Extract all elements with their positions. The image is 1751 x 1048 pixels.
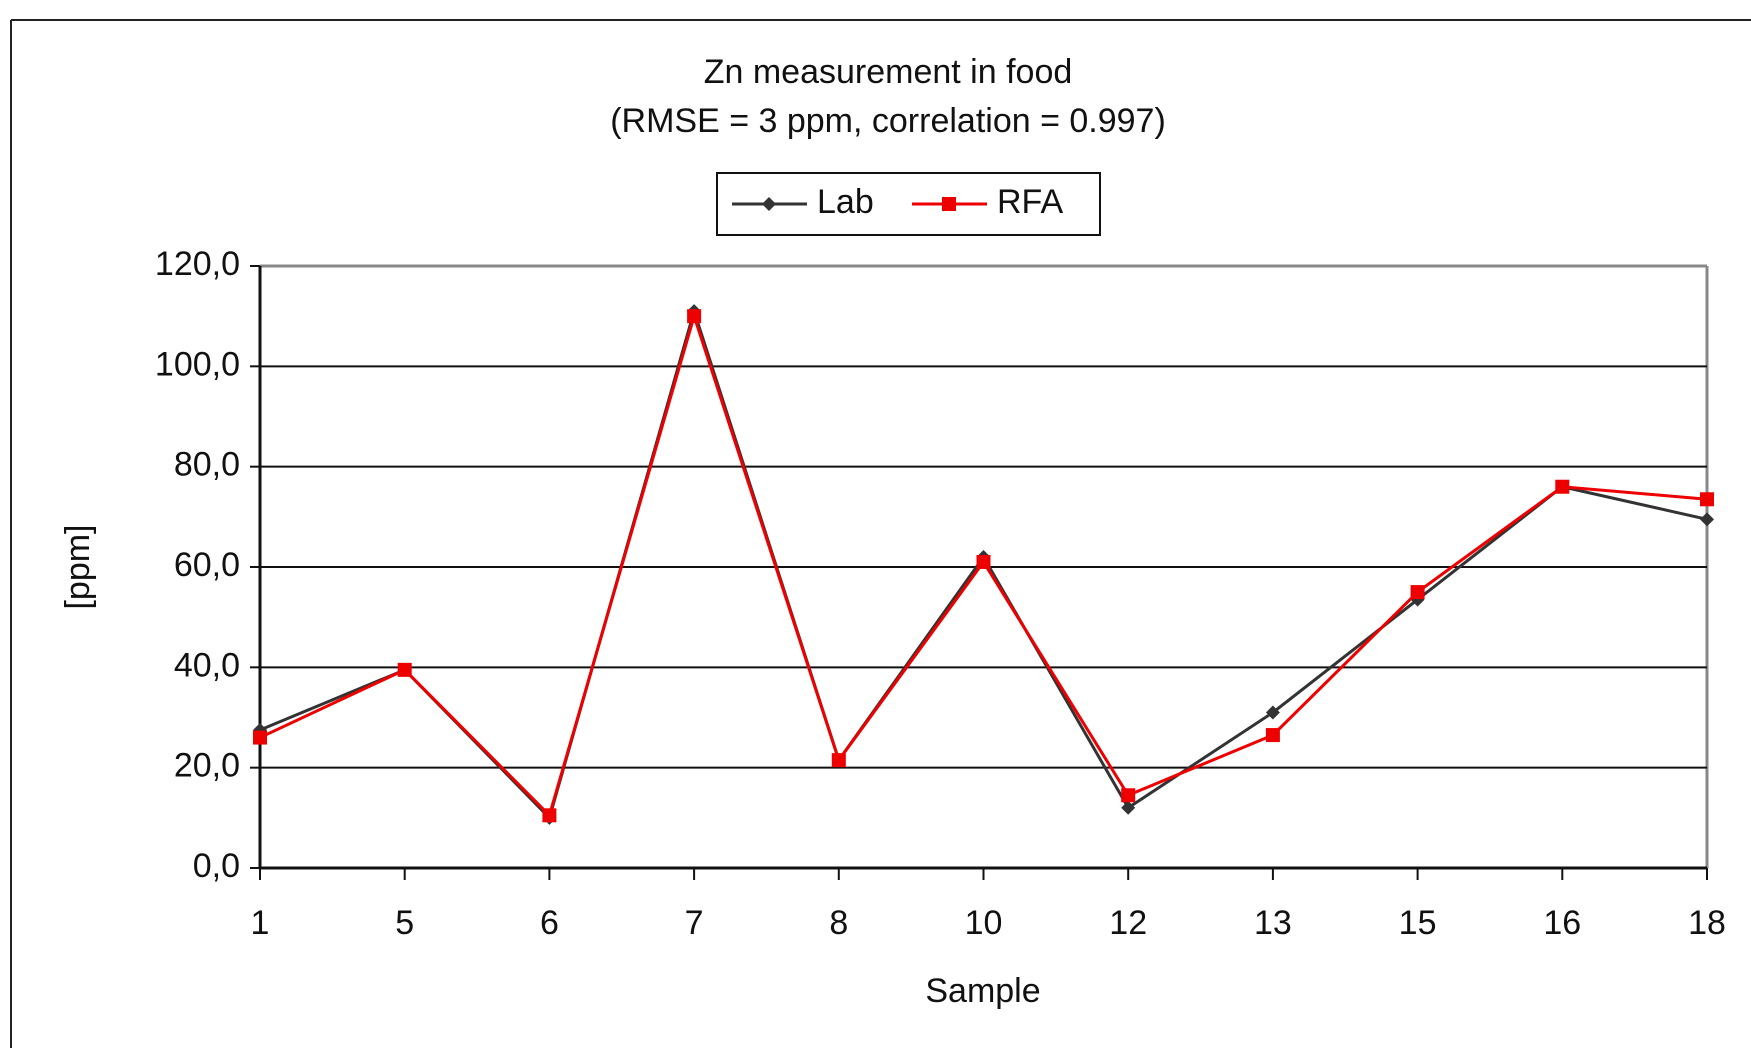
data-point — [976, 554, 991, 569]
y-tick-label: 60,0 — [174, 546, 240, 584]
legend-marker — [942, 197, 956, 211]
data-point — [1410, 585, 1425, 600]
legend-marker — [762, 197, 776, 211]
data-point — [831, 753, 846, 768]
y-tick-label: 100,0 — [155, 345, 240, 383]
legend-label: Lab — [817, 183, 874, 221]
data-point — [1700, 492, 1714, 507]
y-tick-label: 80,0 — [174, 446, 240, 484]
data-point — [1555, 479, 1570, 494]
data-point — [1265, 728, 1280, 743]
chart-subtitle: (RMSE = 3 ppm, correlation = 0.997) — [610, 102, 1166, 140]
y-tick-label: 40,0 — [174, 646, 240, 684]
x-tick-label: 16 — [1543, 904, 1581, 942]
data-point — [1265, 705, 1280, 720]
x-tick-label: 13 — [1254, 904, 1292, 942]
chart-title: Zn measurement in food — [704, 53, 1073, 91]
y-tick-label: 20,0 — [174, 747, 240, 785]
x-tick-label: 12 — [1109, 904, 1147, 942]
data-point — [1121, 788, 1136, 803]
x-tick-label: 6 — [540, 904, 559, 942]
data-point — [1700, 512, 1714, 527]
data-point — [542, 808, 557, 823]
legend-label: RFA — [997, 183, 1063, 221]
data-point — [397, 662, 412, 677]
y-tick-label: 0,0 — [193, 847, 240, 885]
data-point — [253, 730, 267, 745]
x-axis-label: Sample — [925, 972, 1040, 1010]
x-tick-label: 7 — [685, 904, 704, 942]
x-tick-label: 8 — [829, 904, 848, 942]
x-tick-label: 10 — [965, 904, 1003, 942]
y-axis-label: [ppm] — [59, 524, 97, 609]
x-tick-label: 5 — [395, 904, 414, 942]
data-point — [687, 309, 702, 324]
data-point — [1121, 800, 1136, 815]
x-tick-label: 18 — [1688, 904, 1726, 942]
y-tick-label: 120,0 — [155, 245, 240, 283]
x-tick-label: 1 — [251, 904, 270, 942]
x-tick-label: 15 — [1399, 904, 1437, 942]
